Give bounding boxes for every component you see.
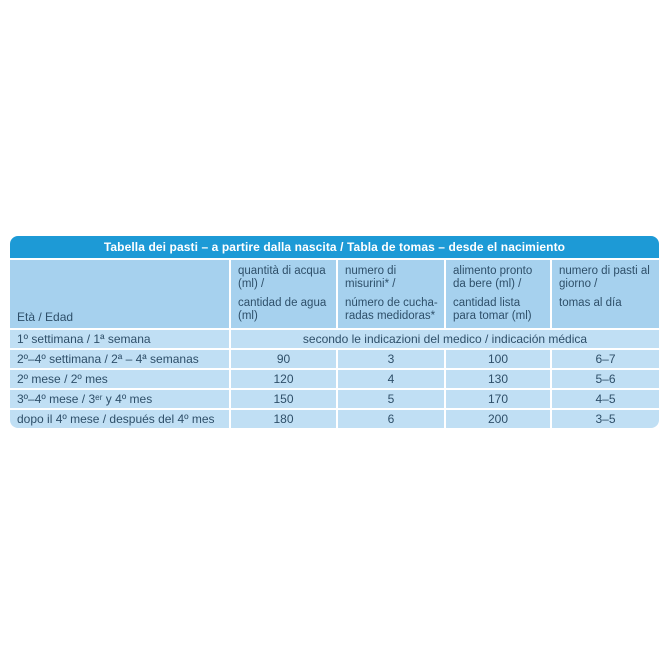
ready-value: 200 — [446, 410, 550, 428]
scoops-value: 6 — [338, 410, 444, 428]
water-value: 90 — [231, 350, 336, 368]
row-label: 3º–4º mese / 3ᵉʳ y 4º mes — [10, 390, 229, 408]
table-row-week1: 1º settimana / 1ª semana secondo le indi… — [10, 330, 659, 348]
header-scoops-it: numero di misurini* / — [345, 265, 397, 290]
header-water-quantity-es: cantidad de agua (ml) — [238, 297, 327, 322]
table-row-months3-4: 3º–4º mese / 3ᵉʳ y 4º mes 150 5 170 4–5 — [10, 390, 659, 408]
water-value: 180 — [231, 410, 336, 428]
row-label: dopo il 4º mese / después del 4º mes — [10, 410, 229, 428]
header-scoops: numero di misurini* / número de cucha-ra… — [338, 260, 444, 328]
header-meals-per-day-it: numero di pasti al giorno / — [559, 265, 650, 290]
header-meals-per-day: numero di pasti al giorno / tomas al día — [552, 260, 659, 328]
header-meals-per-day-es: tomas al día — [559, 297, 622, 309]
header-scoops-es: número de cucha-radas medidoras* — [345, 297, 438, 322]
header-age-label: Età / Edad — [17, 310, 74, 324]
table-title-bar: Tabella dei pasti – a partire dalla nasc… — [10, 236, 659, 258]
table-row-after-month4: dopo il 4º mese / después del 4º mes 180… — [10, 410, 659, 428]
scoops-value: 4 — [338, 370, 444, 388]
header-ready-food-es: cantidad lista para tomar (ml) — [453, 297, 532, 322]
header-age: Età / Edad — [10, 260, 229, 328]
meals-value: 5–6 — [552, 370, 659, 388]
meals-value: 4–5 — [552, 390, 659, 408]
row-label: 2º mese / 2º mes — [10, 370, 229, 388]
water-value: 120 — [231, 370, 336, 388]
feeding-table: Tabella dei pasti – a partire dalla nasc… — [10, 236, 659, 428]
medical-note: secondo le indicazioni del medico / indi… — [231, 330, 659, 348]
ready-value: 130 — [446, 370, 550, 388]
header-ready-food: alimento pronto da bere (ml) / cantidad … — [446, 260, 550, 328]
scoops-value: 5 — [338, 390, 444, 408]
table-row-month2: 2º mese / 2º mes 120 4 130 5–6 — [10, 370, 659, 388]
meals-value: 6–7 — [552, 350, 659, 368]
table-title: Tabella dei pasti – a partire dalla nasc… — [103, 240, 566, 254]
table-header-row: Età / Edad quantità di acqua (ml) / cant… — [10, 260, 659, 328]
water-value: 150 — [231, 390, 336, 408]
row-label: 1º settimana / 1ª semana — [10, 330, 229, 348]
row-label: 2º–4º settimana / 2ª – 4ª semanas — [10, 350, 229, 368]
ready-value: 170 — [446, 390, 550, 408]
meals-value: 3–5 — [552, 410, 659, 428]
table-row-weeks2-4: 2º–4º settimana / 2ª – 4ª semanas 90 3 1… — [10, 350, 659, 368]
header-water-quantity: quantità di acqua (ml) / cantidad de agu… — [231, 260, 336, 328]
ready-value: 100 — [446, 350, 550, 368]
scoops-value: 3 — [338, 350, 444, 368]
header-water-quantity-it: quantità di acqua (ml) / — [238, 265, 326, 290]
header-ready-food-it: alimento pronto da bere (ml) / — [453, 265, 533, 290]
